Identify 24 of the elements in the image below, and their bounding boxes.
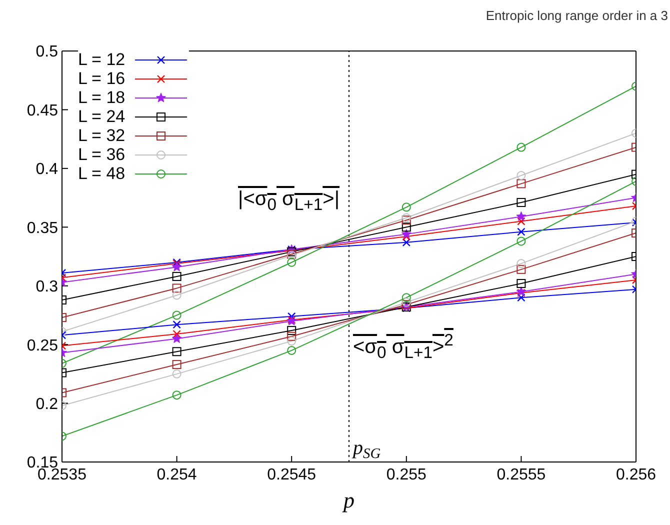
annotation: |<σ$_{0}$ σ$_{L+1}$>|: [238, 188, 340, 214]
x-tick-label: 0.2545: [267, 466, 316, 484]
y-tick-label: 0.3: [36, 278, 58, 296]
y-tick-label: 0.4: [36, 161, 58, 178]
legend-label: L = 16: [78, 68, 126, 88]
ref-line-label: p$_{SG}$: [351, 437, 382, 462]
x-tick-label: 0.2555: [496, 466, 546, 484]
y-tick-label: 0.35: [26, 220, 58, 237]
legend-label: L = 24: [78, 106, 126, 126]
y-tick-label: 0.45: [26, 102, 58, 120]
legend-label: L = 32: [78, 126, 126, 146]
text: Entropic long range order in a 3: [486, 8, 668, 23]
x-tick-label: 0.254: [156, 466, 197, 484]
legend-label: L = 48: [78, 164, 126, 184]
annotation: <σ$_{0}$ σ$_{L+1}$>$^{2}$: [353, 330, 454, 362]
legend-label: L = 36: [78, 144, 126, 164]
y-tick-label: 0.5: [36, 44, 58, 61]
legend-label: L = 18: [78, 88, 126, 108]
legend-label: L = 12: [78, 50, 126, 70]
y-tick-label: 0.25: [26, 337, 58, 354]
x-axis-title: p: [342, 488, 354, 513]
y-tick-label: 0.2: [36, 396, 58, 413]
x-tick-label: 0.255: [386, 466, 427, 484]
x-tick-label: 0.256: [616, 466, 656, 484]
